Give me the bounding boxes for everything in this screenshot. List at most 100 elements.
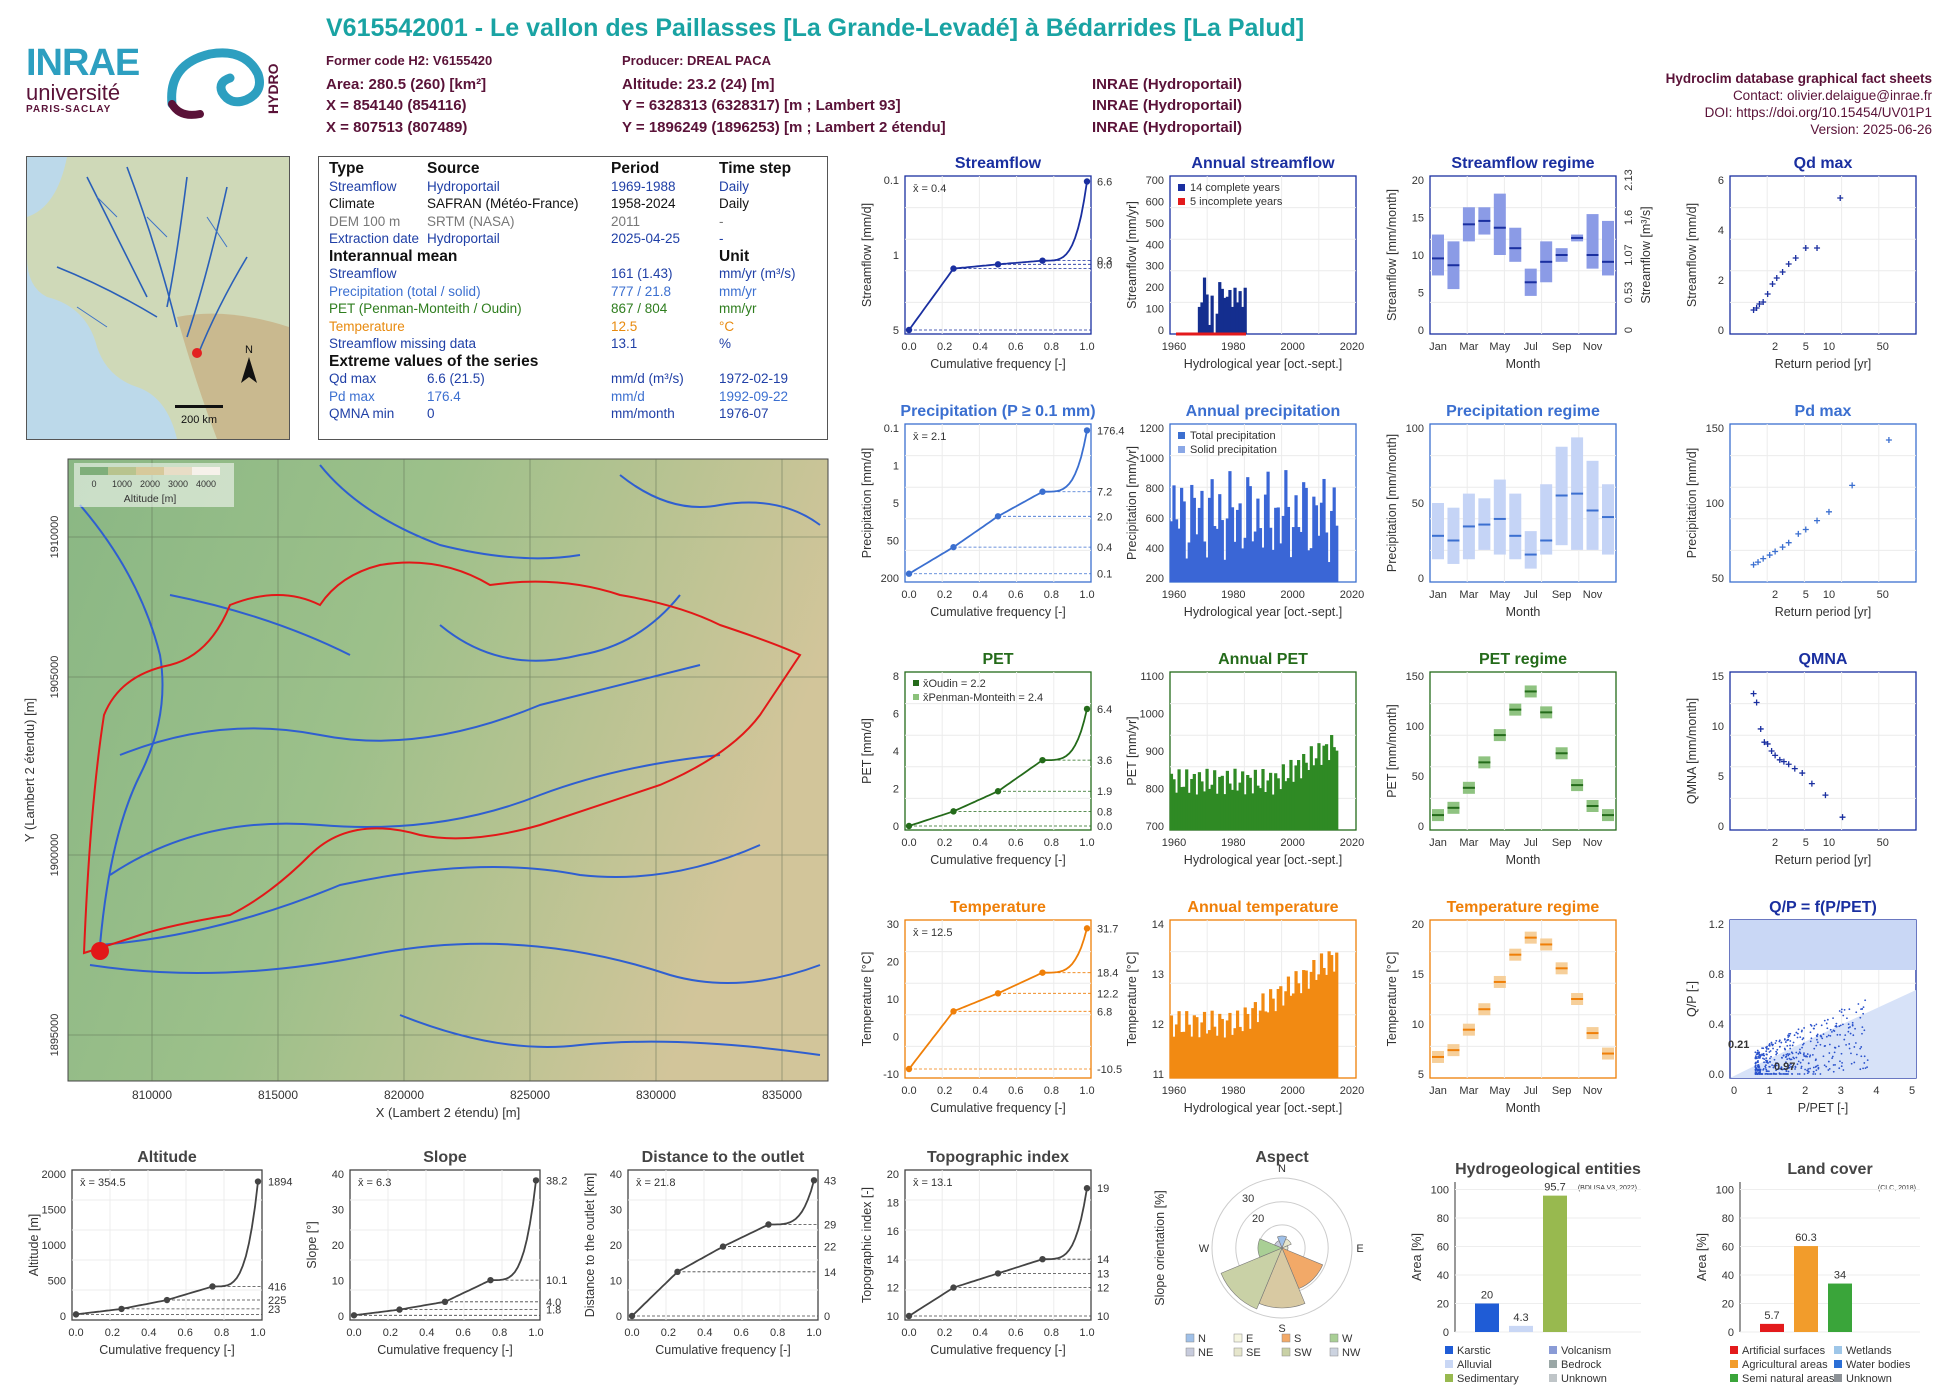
- annual-bar: [1261, 993, 1265, 1078]
- daily-point: [1825, 1022, 1828, 1025]
- x-tick: 2: [1772, 589, 1778, 601]
- y-tick: 10: [610, 1276, 622, 1288]
- y-tick: 700: [1146, 175, 1164, 187]
- bar-value-label: 20: [1481, 1290, 1493, 1302]
- x-tick: Mar: [1459, 341, 1478, 353]
- return-period-point: [1785, 261, 1792, 267]
- annual-bar: [1182, 786, 1186, 830]
- daily-point: [1775, 1050, 1778, 1053]
- category-legend-entry: Volcanism: [1561, 1345, 1611, 1357]
- daily-point: [1847, 1023, 1850, 1026]
- x-axis-label: Return period [yr]: [1775, 605, 1872, 619]
- annual-bar: [1205, 557, 1209, 582]
- contact: Contact: olivier.delaigue@inrae.fr: [1732, 88, 1932, 103]
- chart-title: Q/P = f(P/PET): [1769, 899, 1877, 916]
- regime-box: [1493, 193, 1506, 255]
- y-axis-label: Streamflow [mm/yr]: [1125, 201, 1139, 309]
- annual-bar: [1200, 1022, 1204, 1078]
- daily-point: [1839, 1024, 1842, 1027]
- daily-point: [1787, 1073, 1789, 1075]
- row-source: Hydroportail: [427, 178, 500, 194]
- x-tick: 5: [1803, 837, 1809, 849]
- daily-point: [1765, 1061, 1768, 1064]
- daily-point: [1831, 1055, 1834, 1058]
- mean-label: x̄ = 13.1: [913, 1177, 952, 1189]
- y-tick: 5: [893, 498, 899, 510]
- chart-title: Precipitation (P ≥ 0.1 mm): [900, 403, 1095, 420]
- annual-bar: [1243, 1007, 1247, 1078]
- x-tick: 1960: [1162, 589, 1186, 601]
- map-x-tick: 835000: [762, 1088, 802, 1102]
- col-step: Time step: [719, 160, 792, 177]
- daily-point: [1754, 1064, 1757, 1067]
- daily-point: [1775, 1064, 1778, 1067]
- col-source: Source: [427, 160, 480, 177]
- x-tick: Jul: [1524, 341, 1538, 353]
- y-lambert93: Y = 6328313 (6328317) [m ; Lambert 93]: [622, 97, 901, 114]
- daily-point: [1816, 1038, 1818, 1041]
- category-legend-entry: Wetlands: [1846, 1345, 1892, 1357]
- annual-bar: [1218, 282, 1222, 334]
- daily-point: [1839, 1033, 1841, 1036]
- category-legend-entry: Bedrock: [1561, 1359, 1602, 1371]
- y-axis-label: Topographic index [-]: [860, 1187, 874, 1303]
- north-label: N: [245, 344, 253, 356]
- hydro-wordmark: HYDRO: [265, 63, 281, 114]
- mean-label: x̄ = 6.3: [358, 1177, 391, 1189]
- daily-point: [1812, 1073, 1815, 1075]
- right-tick: 10.1: [546, 1275, 567, 1287]
- daily-point: [1812, 1027, 1815, 1030]
- daily-point: [1788, 1057, 1791, 1060]
- x-tick: May: [1489, 589, 1510, 601]
- mean-label: x̄ = 12.5: [913, 927, 952, 939]
- quantile-point: [905, 822, 913, 830]
- quantile-point: [487, 1276, 494, 1284]
- daily-point: [1806, 1072, 1809, 1075]
- daily-point: [1848, 1043, 1851, 1045]
- x-tick: 0.2: [105, 1327, 120, 1339]
- y-tick: 50: [887, 536, 899, 548]
- daily-point: [1766, 1059, 1768, 1062]
- annual-bar: [1248, 1028, 1252, 1078]
- right-tick: 19: [1097, 1183, 1109, 1195]
- right-tick: 0.4: [1097, 542, 1112, 554]
- daily-point: [1843, 1009, 1846, 1011]
- chart-temperature: Temperature Cumulative frequency [-] Tempe…: [860, 899, 1122, 1115]
- annual-bar: [1210, 479, 1214, 582]
- x-tick: 0.2: [937, 837, 952, 849]
- y-axis-label: Slope [°]: [305, 1221, 319, 1268]
- chart-title: Annual PET: [1218, 651, 1308, 668]
- right-tick: 14: [824, 1267, 836, 1279]
- annual-bar: [1258, 1010, 1263, 1078]
- quantile-point: [254, 1178, 262, 1185]
- x-tick: 0.0: [346, 1327, 361, 1339]
- x-tick: 2: [1772, 341, 1778, 353]
- daily-point: [1804, 1055, 1807, 1058]
- quantile-point: [163, 1296, 171, 1304]
- x-tick: 0.2: [937, 1327, 952, 1339]
- return-period-point: [1764, 291, 1771, 297]
- daily-point: [1756, 1049, 1759, 1052]
- x-tick: 0.2: [937, 1085, 952, 1097]
- extreme-date: 1976-07: [719, 406, 769, 421]
- right-tick: 225: [268, 1295, 286, 1307]
- annual-bar: [1314, 758, 1318, 830]
- daily-point: [1789, 1063, 1792, 1066]
- y-tick: 20: [1412, 175, 1424, 187]
- daily-point: [1866, 1059, 1869, 1062]
- y-tick: 50: [1412, 771, 1424, 783]
- annual-bar: [1241, 306, 1245, 334]
- inrae-wordmark: INRAE: [26, 42, 140, 84]
- daily-point: [1787, 1038, 1790, 1041]
- daily-point: [1782, 1068, 1785, 1071]
- daily-point: [1764, 1073, 1767, 1075]
- chart-title: Aspect: [1255, 1149, 1309, 1166]
- daily-point: [1803, 1052, 1805, 1055]
- y-tick: 100: [1716, 1185, 1734, 1197]
- daily-point: [1777, 1067, 1780, 1070]
- annual-bar: [1327, 951, 1331, 1078]
- y-tick: 150: [1706, 423, 1724, 435]
- y-tick: 200: [881, 573, 899, 585]
- mean-value: 777 / 21.8: [611, 283, 672, 299]
